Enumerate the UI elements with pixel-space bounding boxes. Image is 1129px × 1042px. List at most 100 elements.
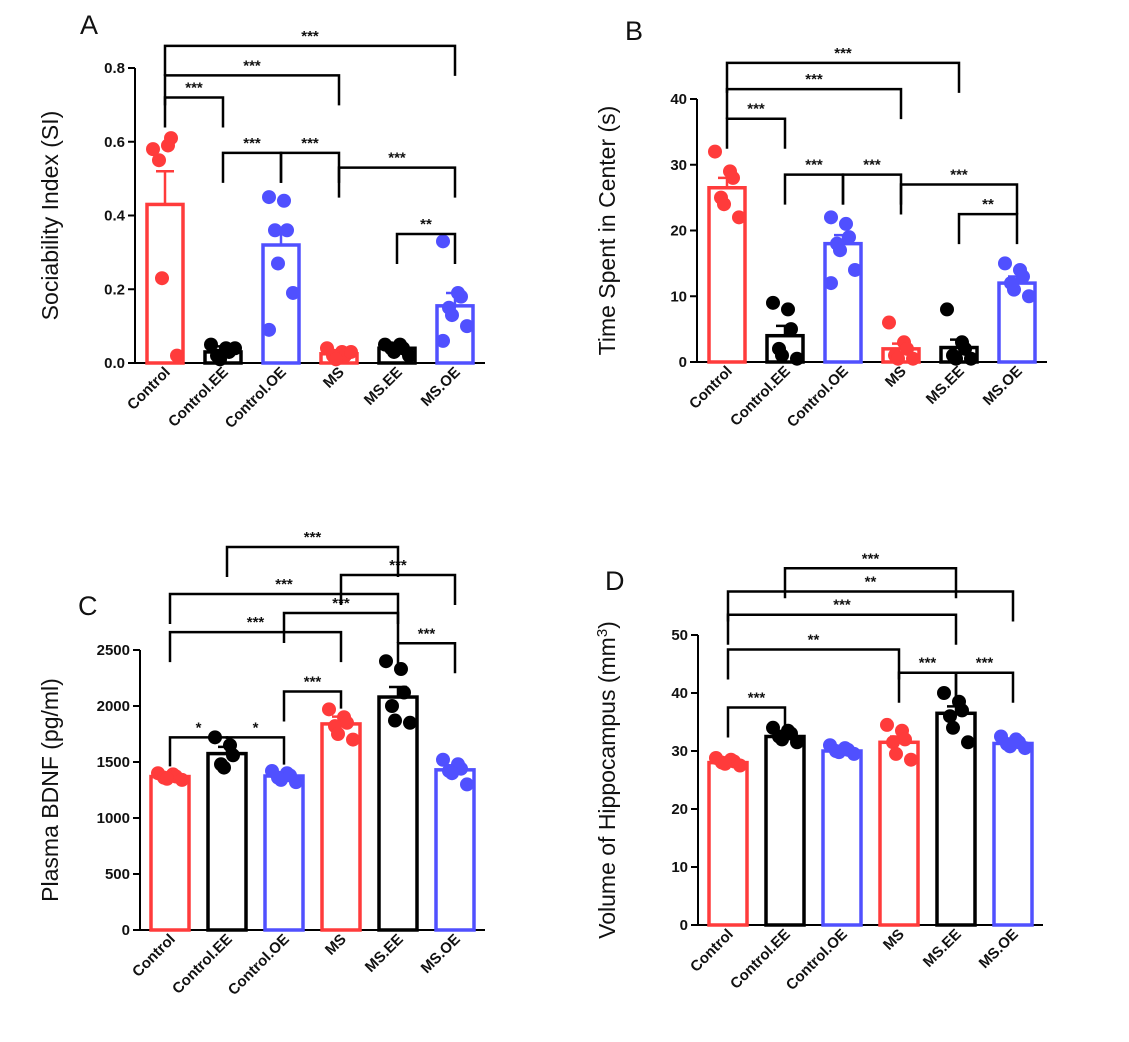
- data-point: [387, 344, 401, 359]
- data-point: [726, 170, 740, 185]
- panel-b: B 0 10 20 30 40 Time Spent in Center (s) Contro…: [594, 16, 1047, 431]
- significance-label: ***: [304, 529, 322, 546]
- data-point: [445, 766, 459, 781]
- data-point: [329, 352, 343, 367]
- data-point: [847, 746, 861, 761]
- data-point: [379, 654, 393, 669]
- data-point: [397, 685, 411, 700]
- y-axis-label-text: Sociability Index (SI): [37, 111, 63, 321]
- bar-control-ee: [206, 751, 248, 932]
- bar-ms-oe: [434, 768, 476, 932]
- significance-label: ***: [418, 625, 436, 642]
- y-tick-label: 0.0: [104, 355, 125, 372]
- data-point: [904, 752, 918, 767]
- data-point: [146, 142, 160, 157]
- data-point: [340, 715, 354, 730]
- data-point: [268, 223, 282, 238]
- significance-label: ***: [976, 655, 994, 672]
- data-point: [262, 190, 276, 205]
- data-point: [164, 131, 178, 146]
- data-point: [943, 709, 957, 724]
- data-point: [403, 715, 417, 730]
- significance-label: ***: [301, 135, 319, 152]
- y-tick-label: 20: [670, 223, 687, 240]
- y-tick-label: 2000: [97, 698, 130, 715]
- panel-d: D 0 10 20 30 40 50 Volume of Hippocampus (mm3) C…: [594, 550, 1043, 994]
- category-label: Control: [124, 364, 174, 414]
- category-label: MS.OE: [980, 363, 1026, 409]
- significance-bracket: [899, 183, 1019, 215]
- category-label: MS.OE: [976, 926, 1022, 972]
- data-point: [460, 777, 474, 792]
- category-label: MS.EE: [362, 931, 407, 976]
- data-point: [949, 351, 963, 366]
- bar-ms: [878, 740, 920, 927]
- significance-bracket: [841, 173, 903, 205]
- y-tick-label: 40: [671, 685, 688, 702]
- data-point: [732, 210, 746, 225]
- panel-letter: A: [80, 10, 98, 40]
- data-point: [289, 775, 303, 790]
- data-point: [331, 727, 345, 741]
- significance-label: **: [808, 632, 820, 649]
- y-tick-label: 0: [122, 922, 130, 939]
- data-point: [445, 308, 459, 323]
- data-point: [718, 756, 732, 771]
- category-label: Control.OE: [222, 364, 290, 432]
- significance-bracket: [168, 592, 400, 624]
- category-label: Control: [686, 363, 736, 413]
- data-point: [1022, 289, 1036, 304]
- significance-bracket: [282, 690, 343, 722]
- data-point: [226, 748, 240, 763]
- data-point: [394, 662, 408, 677]
- significance-bracket: [726, 590, 1015, 622]
- data-point: [955, 703, 969, 718]
- data-point: [946, 720, 960, 735]
- significance-bracket: [279, 151, 341, 183]
- data-point: [228, 341, 242, 356]
- data-point: [271, 256, 285, 271]
- data-point: [402, 348, 416, 363]
- data-point: [454, 289, 468, 304]
- data-point: [784, 322, 798, 337]
- data-point: [160, 771, 174, 786]
- data-point: [832, 745, 846, 760]
- data-point: [880, 717, 894, 732]
- category-label: Control: [129, 931, 179, 981]
- data-point: [346, 732, 360, 747]
- significance-bracket: [163, 96, 225, 128]
- y-tick-label: 500: [105, 866, 130, 883]
- data-point: [280, 223, 294, 238]
- significance-label: ***: [748, 690, 766, 707]
- data-point: [262, 322, 276, 337]
- y-axis-label: Sociability Index (SI): [37, 111, 63, 321]
- data-point: [708, 144, 722, 159]
- significance-bracket: [957, 212, 1019, 245]
- significance-label: ***: [243, 135, 261, 152]
- data-point: [388, 713, 402, 728]
- y-tick-label: 50: [671, 627, 688, 644]
- category-label: MS: [322, 931, 350, 959]
- y-axis-label: Time Spent in Center (s): [594, 106, 620, 356]
- data-point: [940, 302, 954, 317]
- significance-label: ***: [950, 166, 968, 183]
- data-point: [891, 351, 905, 366]
- significance-bracket: [163, 44, 457, 76]
- data-point: [1003, 739, 1017, 754]
- data-point: [790, 351, 804, 366]
- significance-label: ***: [863, 157, 881, 174]
- data-point: [344, 344, 358, 359]
- data-point: [175, 772, 189, 787]
- y-tick-label: 30: [671, 743, 688, 760]
- significance-bracket: [337, 166, 457, 198]
- bar-control-oe: [823, 241, 863, 364]
- category-label: Control: [687, 926, 737, 976]
- significance-label: ***: [862, 550, 880, 567]
- y-axis-label: Volume of Hippocampus (mm3): [594, 621, 621, 939]
- significance-label: ***: [834, 45, 852, 62]
- category-label: Control.OE: [783, 926, 851, 994]
- significance-label: **: [865, 574, 877, 591]
- data-point: [213, 352, 227, 367]
- y-axis-label-text: Volume of Hippocampus (mm: [594, 637, 620, 939]
- significance-bracket: [163, 74, 341, 106]
